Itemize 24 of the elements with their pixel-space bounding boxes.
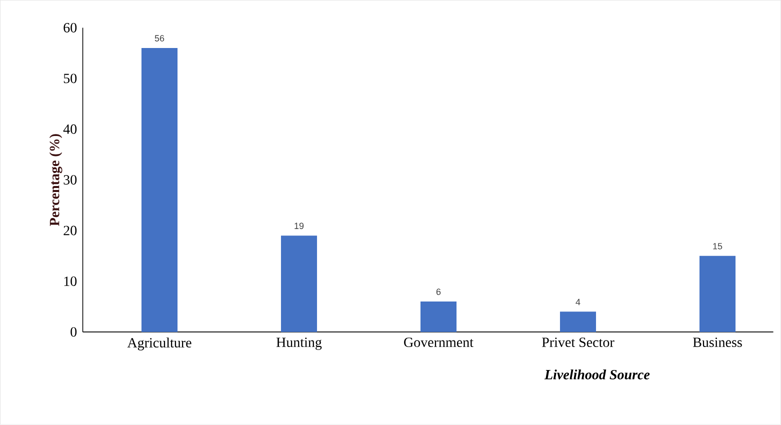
y-tick-label: 20	[64, 226, 77, 236]
data-label: 6	[436, 288, 441, 296]
y-tick-label: 50	[64, 74, 77, 84]
bar	[560, 312, 596, 332]
y-tick-label: 0	[70, 327, 77, 337]
x-tick-label: Agriculture	[127, 338, 192, 351]
bar	[141, 48, 178, 332]
y-tick-label: 30	[64, 175, 77, 185]
y-tick-label: 40	[63, 124, 77, 134]
x-tick-label: Business	[692, 338, 742, 348]
bar	[280, 236, 318, 332]
y-axis-title: Percentage (%)	[49, 134, 62, 226]
x-tick-label: Government	[404, 338, 474, 348]
bar	[699, 256, 736, 332]
y-tick-label: 60	[64, 23, 77, 33]
data-label: 15	[713, 243, 722, 250]
x-tick-label: Hunting	[276, 338, 322, 350]
data-label: 56	[154, 35, 164, 42]
data-label: 4	[576, 299, 580, 306]
x-axis-title: Livelihood Source	[544, 370, 650, 380]
y-tick-label: 10	[64, 276, 77, 286]
x-tick-label: Privet Sector	[542, 338, 614, 348]
bar	[420, 302, 457, 332]
data-label: 19	[294, 222, 304, 230]
